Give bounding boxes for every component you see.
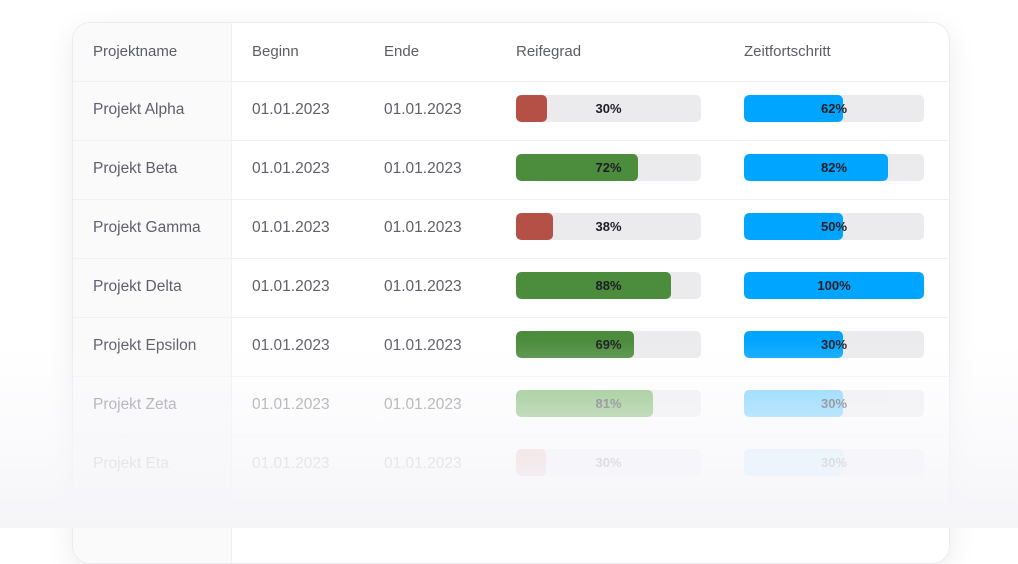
project-name: Projekt Zeta (93, 396, 177, 413)
time-progress-bar: 30% (744, 331, 924, 358)
time-progress-bar-label: 100% (817, 278, 851, 293)
maturity-bar-label: 30% (595, 101, 622, 116)
end-date: 01.01.2023 (384, 219, 462, 236)
maturity-bar-label: 72% (595, 160, 622, 175)
maturity-bar: 69% (516, 331, 701, 358)
table-row[interactable]: Projekt Beta 01.01.2023 01.01.2023 72% 82% (73, 140, 949, 200)
project-name: Projekt Eta (93, 455, 169, 472)
time-progress-bar-fill (744, 272, 924, 299)
maturity-bar: 81% (516, 390, 701, 417)
table-row[interactable]: Projekt Epsilon 01.01.2023 01.01.2023 69% 30… (73, 317, 949, 377)
time-progress-bar-fill (744, 95, 843, 122)
project-name: Projekt Beta (93, 160, 178, 177)
start-date: 01.01.2023 (252, 219, 330, 236)
table-row[interactable]: Projekt Gamma 01.01.2023 01.01.2023 38% 50% (73, 199, 949, 259)
table-row[interactable]: Projekt Alpha 01.01.2023 01.01.2023 30% 62% (73, 81, 949, 141)
maturity-bar-fill (516, 154, 639, 181)
maturity-bar: 88% (516, 272, 701, 299)
start-date: 01.01.2023 (252, 278, 330, 295)
maturity-bar: 30% (516, 449, 701, 476)
start-date: 01.01.2023 (252, 101, 330, 118)
header-beginn[interactable]: Beginn (252, 43, 299, 60)
maturity-bar: 30% (516, 95, 701, 122)
maturity-bar-label: 81% (595, 396, 622, 411)
table-row[interactable]: Projekt Zeta 01.01.2023 01.01.2023 81% 30% (73, 376, 949, 436)
maturity-bar: 72% (516, 154, 701, 181)
table-row[interactable]: Projekt Delta 01.01.2023 01.01.2023 88% 100% (73, 258, 949, 318)
end-date: 01.01.2023 (384, 160, 462, 177)
header-ende[interactable]: Ende (384, 43, 420, 60)
start-date: 01.01.2023 (252, 455, 330, 472)
start-date: 01.01.2023 (252, 396, 330, 413)
time-progress-bar: 82% (744, 154, 924, 181)
header-zeitfortschritt[interactable]: Zeitfortschritt (744, 43, 831, 60)
project-name: Projekt Gamma (93, 219, 201, 236)
project-table: Projektname Beginn Ende Reifegrad Zeitfo… (72, 22, 950, 564)
end-date: 01.01.2023 (384, 101, 462, 118)
time-progress-bar: 100% (744, 272, 924, 299)
project-name: Projekt Epsilon (93, 337, 197, 354)
time-progress-bar-label: 50% (820, 219, 848, 234)
time-progress-bar-label: 30% (820, 337, 848, 352)
time-progress-bar: 30% (744, 390, 924, 417)
maturity-bar-label: 69% (595, 337, 622, 352)
maturity-bar-fill (516, 95, 548, 122)
maturity-bar-fill (516, 213, 553, 240)
table-header: Projektname Beginn Ende Reifegrad Zeitfo… (73, 23, 949, 81)
header-reifegrad[interactable]: Reifegrad (516, 43, 582, 60)
time-progress-bar: 62% (744, 95, 924, 122)
time-progress-bar-label: 30% (820, 396, 848, 411)
maturity-bar-label: 30% (595, 455, 622, 470)
start-date: 01.01.2023 (252, 160, 330, 177)
project-name: Projekt Delta (93, 278, 182, 295)
time-progress-bar-label: 82% (820, 160, 848, 175)
end-date: 01.01.2023 (384, 396, 462, 413)
end-date: 01.01.2023 (384, 278, 462, 295)
time-progress-bar: 50% (744, 213, 924, 240)
time-progress-bar-fill (744, 154, 888, 181)
end-date: 01.01.2023 (384, 337, 462, 354)
project-name: Projekt Alpha (93, 101, 185, 118)
maturity-bar: 38% (516, 213, 701, 240)
end-date: 01.01.2023 (384, 455, 462, 472)
time-progress-bar: 30% (744, 449, 924, 476)
maturity-bar-fill (516, 272, 672, 299)
time-progress-bar-label: 30% (820, 455, 848, 470)
maturity-bar-label: 38% (595, 219, 622, 234)
time-progress-bar-label: 62% (820, 101, 848, 116)
table-row[interactable]: Projekt Eta 01.01.2023 01.01.2023 30% 30% (73, 435, 949, 495)
maturity-bar-label: 88% (595, 278, 622, 293)
start-date: 01.01.2023 (252, 337, 330, 354)
time-progress-bar-fill (744, 213, 843, 240)
header-projektname[interactable]: Projektname (93, 43, 178, 60)
